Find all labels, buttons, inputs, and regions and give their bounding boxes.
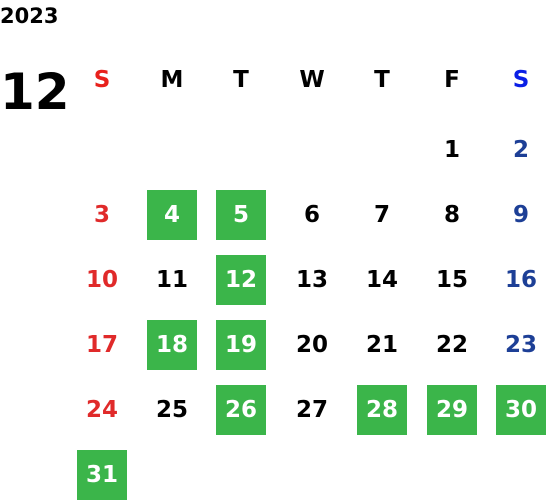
day-cell: 22	[435, 332, 468, 358]
day-cell: 19	[216, 320, 266, 370]
weekday-header: T	[374, 67, 390, 93]
weekday-header: W	[299, 67, 325, 93]
weekday-header: F	[444, 67, 460, 93]
weekday-header: S	[512, 67, 530, 93]
weekday-header: M	[160, 67, 184, 93]
day-cell: 16	[504, 267, 537, 293]
day-cell: 12	[216, 255, 266, 305]
day-cell: 1	[443, 137, 460, 163]
day-cell: 27	[295, 397, 328, 423]
day-cell: 7	[373, 202, 390, 228]
day-cell: 3	[93, 202, 110, 228]
day-cell: 4	[147, 190, 197, 240]
day-cell: 18	[147, 320, 197, 370]
day-cell: 25	[155, 397, 188, 423]
day-cell: 31	[77, 450, 127, 500]
day-cell: 14	[365, 267, 398, 293]
day-cell: 10	[85, 267, 118, 293]
day-cell: 13	[295, 267, 328, 293]
day-cell: 30	[496, 385, 546, 435]
day-cell: 8	[443, 202, 460, 228]
day-cell: 11	[155, 267, 188, 293]
year: 2023	[0, 4, 59, 28]
day-cell: 28	[357, 385, 407, 435]
day-cell: 24	[85, 397, 118, 423]
day-cell: 5	[216, 190, 266, 240]
day-cell: 15	[435, 267, 468, 293]
month: 12	[0, 63, 70, 121]
day-cell: 21	[365, 332, 398, 358]
day-cell: 17	[85, 332, 118, 358]
day-cell: 2	[512, 137, 529, 163]
weekday-header: S	[93, 67, 111, 93]
weekday-header: T	[233, 67, 249, 93]
day-cell: 9	[512, 202, 529, 228]
day-cell: 26	[216, 385, 266, 435]
day-cell: 20	[295, 332, 328, 358]
day-cell: 29	[427, 385, 477, 435]
day-cell: 6	[303, 202, 320, 228]
day-cell: 23	[504, 332, 537, 358]
